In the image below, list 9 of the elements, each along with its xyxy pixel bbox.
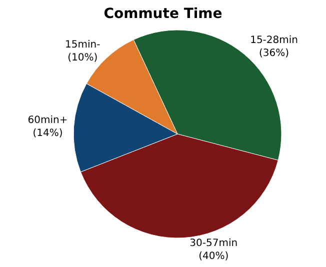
data-label: (36%) xyxy=(259,48,290,60)
data-label: (40%) xyxy=(198,250,229,262)
slice-label: 60min+ xyxy=(28,115,68,126)
slice-label: 15min- xyxy=(64,40,101,51)
slice-label: 15-28min xyxy=(250,35,298,46)
chart-title: Commute Time xyxy=(104,6,222,22)
data-label: (14%) xyxy=(32,128,63,140)
data-label: (10%) xyxy=(68,52,98,64)
slice-label: 30-57min xyxy=(190,238,238,249)
